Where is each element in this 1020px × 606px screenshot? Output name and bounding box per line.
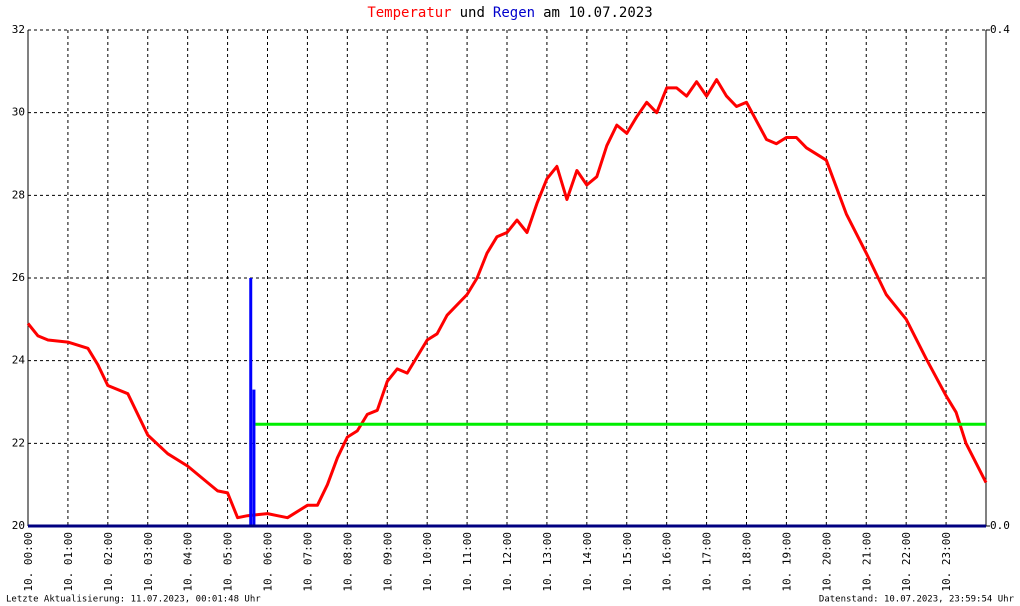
footer-right: Datenstand: 10.07.2023, 23:59:54 Uhr	[819, 595, 1015, 605]
x-tick-label: 10. 21:00	[860, 532, 873, 592]
x-tick-label: 10. 08:00	[341, 532, 354, 592]
x-tick-label: 10. 13:00	[541, 532, 554, 592]
x-tick-label: 10. 06:00	[262, 532, 275, 592]
x-tick-label: 10. 01:00	[62, 532, 75, 592]
x-tick-label: 10. 05:00	[222, 532, 235, 592]
chart-title: Temperatur und Regen am 10.07.2023	[367, 5, 652, 21]
title-part: Regen	[493, 5, 535, 21]
x-tick-label: 10. 17:00	[701, 532, 714, 592]
x-tick-label: 10. 19:00	[780, 532, 793, 592]
bar	[249, 278, 253, 526]
x-tick-label: 10. 20:00	[820, 532, 833, 592]
y-tick-label: 28	[12, 188, 25, 201]
y-tick-label: 24	[12, 354, 26, 367]
y-tick-label: 22	[12, 436, 25, 449]
title-part: und	[460, 5, 485, 21]
title-part: am 10.07.2023	[543, 5, 653, 21]
y-tick-label: 32	[12, 23, 25, 36]
y2-tick-label: 0.0	[990, 519, 1010, 532]
bar	[252, 389, 256, 526]
x-tick-label: 10. 00:00	[22, 532, 35, 592]
x-tick-label: 10. 14:00	[581, 532, 594, 592]
y-tick-label: 20	[12, 519, 25, 532]
x-tick-label: 10. 07:00	[301, 532, 314, 592]
x-tick-label: 10. 22:00	[900, 532, 913, 592]
x-tick-label: 10. 10:00	[421, 532, 434, 592]
x-tick-label: 10. 03:00	[142, 532, 155, 592]
x-tick-label: 10. 09:00	[381, 532, 394, 592]
x-tick-label: 10. 15:00	[621, 532, 634, 592]
y2-tick-label: 0.4	[990, 23, 1010, 36]
line	[26, 78, 988, 520]
title-part: Temperatur	[367, 5, 451, 21]
y-tick-label: 26	[12, 271, 25, 284]
y-tick-label: 30	[12, 106, 25, 119]
footer-left: Letzte Aktualisierung: 11.07.2023, 00:01…	[6, 595, 261, 605]
x-tick-label: 10. 11:00	[461, 532, 474, 592]
x-tick-label: 10. 16:00	[661, 532, 674, 592]
x-tick-label: 10. 18:00	[741, 532, 754, 592]
x-tick-label: 10. 02:00	[102, 532, 115, 592]
x-tick-label: 10. 23:00	[940, 532, 953, 592]
x-tick-label: 10. 12:00	[501, 532, 514, 592]
x-tick-label: 10. 04:00	[182, 532, 195, 592]
